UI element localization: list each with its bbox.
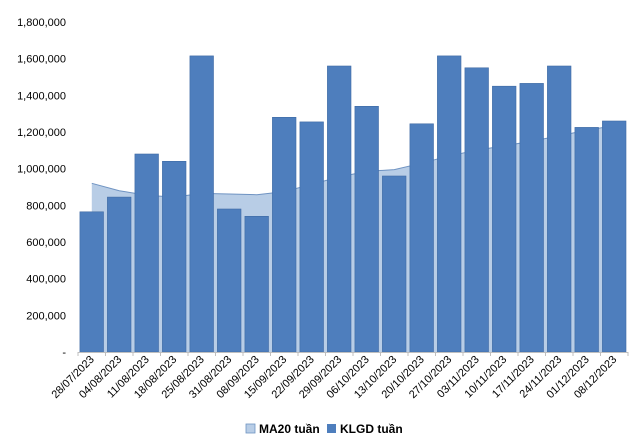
x-axis-labels: 28/07/202304/08/202311/08/202318/08/2023… (49, 354, 619, 401)
y-tick-label: - (62, 347, 66, 359)
y-tick-label: 1,600,000 (17, 54, 66, 66)
klgd-bar (272, 117, 297, 353)
y-tick-label: 200,000 (26, 310, 66, 322)
klgd-bar-layer (79, 55, 627, 353)
klgd-bar (464, 67, 489, 353)
klgd-bar (244, 216, 269, 353)
y-axis-labels: - 200,000 400,000 600,000 800,000 1,000,000 1,… (17, 17, 66, 359)
klgd-bar (327, 65, 352, 353)
y-tick-label: 600,000 (26, 237, 66, 249)
y-tick-label: 1,000,000 (17, 164, 66, 176)
klgd-bar (79, 211, 104, 353)
klgd-bar (189, 55, 214, 353)
y-tick-label: 1,200,000 (17, 127, 66, 139)
y-tick-label: 1,800,000 (17, 17, 66, 29)
klgd-bar (162, 161, 187, 353)
klgd-bar (354, 106, 379, 353)
klgd-bar (382, 175, 407, 353)
klgd-bar (217, 208, 242, 353)
klgd-bar (299, 121, 324, 353)
legend-swatch-klgd (327, 424, 336, 433)
klgd-bar (107, 196, 132, 353)
klgd-bar (574, 127, 599, 353)
x-axis-ticks (77, 352, 629, 356)
y-tick-label: 800,000 (26, 200, 66, 212)
klgd-bar (492, 85, 517, 353)
klgd-bar (602, 120, 627, 353)
legend: MA20 tuần KLGD tuần (245, 422, 403, 436)
klgd-bar (134, 153, 159, 353)
legend-swatch-ma20 (245, 423, 256, 434)
klgd-bar (519, 83, 544, 353)
klgd-bar (409, 123, 434, 353)
y-tick-label: 400,000 (26, 274, 66, 286)
legend-label-klgd: KLGD tuần (340, 422, 403, 436)
klgd-bar (547, 65, 572, 353)
legend-label-ma20: MA20 tuần (259, 422, 320, 436)
y-tick-label: 1,400,000 (17, 90, 66, 102)
klgd-bar (437, 55, 462, 353)
